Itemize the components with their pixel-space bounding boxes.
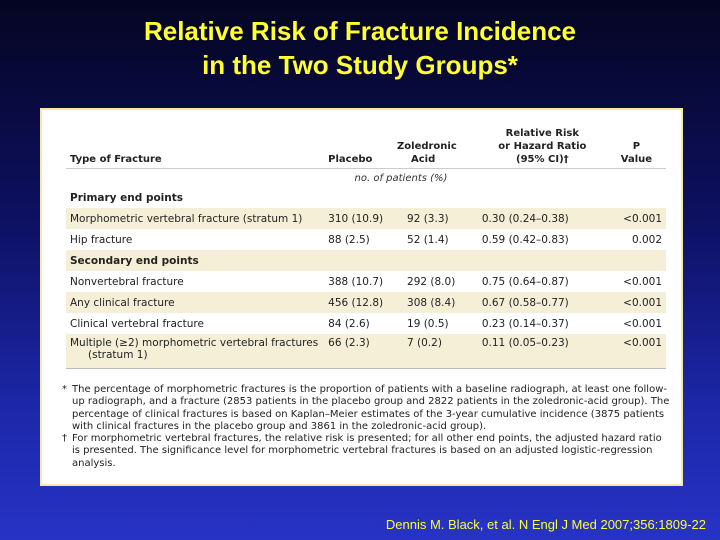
footnote-dagger-text: For morphometric vertebral fractures, th…	[72, 433, 662, 469]
table-header-row: Type of Fracture Placebo Zoledronic Acid…	[66, 120, 666, 169]
cell-zoledronic: 292 (8.0)	[407, 275, 456, 288]
cell-relative-risk: 0.67 (0.58–0.77)	[477, 292, 607, 313]
header-p-line-2: Value	[620, 154, 653, 165]
cell-type: Clinical vertebral fracture	[70, 317, 204, 330]
cell-type-line-2: (stratum 1)	[88, 349, 148, 361]
footnote-dagger-mark: †	[62, 433, 67, 445]
cell-p-value: <0.001	[606, 208, 666, 229]
citation-credit: Dennis M. Black, et al. N Engl J Med 200…	[385, 517, 706, 532]
cell-zoledronic: 92 (3.3)	[393, 208, 478, 229]
cell-placebo: 456 (12.8)	[324, 292, 394, 313]
units-label: no. of patients (%)	[354, 172, 448, 184]
header-relative-risk: Relative Risk or Hazard Ratio (95% CI)†	[477, 120, 607, 169]
cell-relative-risk: 0.59 (0.42–0.83)	[481, 233, 569, 246]
table-row: Morphometric vertebral fracture (stratum…	[66, 208, 666, 229]
header-rr-line-3: (95% CI)†	[516, 154, 569, 165]
header-zoledronic-line-2: Acid	[411, 154, 436, 165]
header-zoledronic: Zoledronic Acid	[393, 120, 478, 169]
cell-placebo: 388 (10.7)	[328, 275, 384, 288]
table-row: Multiple (≥2) morphometric vertebral fra…	[66, 334, 666, 369]
table-row: Clinical vertebral fracture 84 (2.6) 19 …	[66, 313, 666, 334]
section-primary: Primary end points	[66, 187, 666, 208]
slide-title: Relative Risk of Fracture Incidence in t…	[0, 14, 720, 82]
cell-zoledronic: 308 (8.4)	[393, 292, 478, 313]
footnote-star-text: The percentage of morphometric fractures…	[72, 384, 670, 432]
header-rr-line-1: Relative Risk	[505, 128, 580, 139]
cell-zoledronic: 52 (1.4)	[407, 233, 449, 246]
footnote-star: * The percentage of morphometric fractur…	[62, 384, 670, 433]
cell-type-line-1: Multiple (≥2) morphometric vertebral fra…	[70, 337, 319, 349]
cell-placebo: 310 (10.9)	[324, 208, 394, 229]
header-zoledronic-line-1: Zoledronic	[397, 141, 457, 152]
header-rr-line-2: or Hazard Ratio	[498, 141, 587, 152]
cell-relative-risk: 0.75 (0.64–0.87)	[481, 275, 569, 288]
cell-placebo: 88 (2.5)	[328, 233, 370, 246]
footnotes: * The percentage of morphometric fractur…	[62, 384, 670, 470]
header-p-value: P Value	[606, 120, 666, 169]
cell-placebo: 84 (2.6)	[328, 317, 370, 330]
cell-p-value: <0.001	[606, 292, 666, 313]
title-line-2: in the Two Study Groups*	[202, 50, 518, 80]
cell-zoledronic: 7 (0.2)	[393, 334, 478, 369]
section-secondary: Secondary end points	[66, 250, 666, 271]
header-p-line-1: P	[632, 141, 641, 152]
cell-p-value: <0.001	[606, 334, 666, 369]
cell-type: Any clinical fracture	[66, 292, 325, 313]
cell-relative-risk: 0.30 (0.24–0.38)	[477, 208, 607, 229]
cell-relative-risk: 0.23 (0.14–0.37)	[481, 317, 569, 330]
cell-zoledronic: 19 (0.5)	[407, 317, 449, 330]
cell-p-value: <0.001	[623, 317, 662, 330]
cell-type: Morphometric vertebral fracture (stratum…	[66, 208, 325, 229]
fracture-table: Type of Fracture Placebo Zoledronic Acid…	[66, 120, 666, 369]
cell-type: Nonvertebral fracture	[70, 275, 184, 288]
section-secondary-label: Secondary end points	[66, 250, 666, 271]
cell-relative-risk: 0.11 (0.05–0.23)	[477, 334, 607, 369]
cell-placebo: 66 (2.3)	[324, 334, 394, 369]
table-panel: Type of Fracture Placebo Zoledronic Acid…	[40, 108, 683, 486]
section-primary-label: Primary end points	[70, 191, 184, 204]
cell-type: Hip fracture	[70, 233, 133, 246]
table-row: Any clinical fracture 456 (12.8) 308 (8.…	[66, 292, 666, 313]
footnote-dagger: † For morphometric vertebral fractures, …	[62, 433, 670, 470]
header-placebo: Placebo	[324, 120, 394, 169]
table-row: Nonvertebral fracture 388 (10.7) 292 (8.…	[66, 271, 666, 292]
table-row: Hip fracture 88 (2.5) 52 (1.4) 0.59 (0.4…	[66, 229, 666, 250]
header-type: Type of Fracture	[66, 120, 325, 169]
footnote-star-mark: *	[62, 384, 67, 395]
cell-type: Multiple (≥2) morphometric vertebral fra…	[66, 334, 325, 369]
cell-p-value: <0.001	[623, 275, 662, 288]
cell-p-value: 0.002	[631, 233, 662, 246]
units-row: no. of patients (%)	[66, 169, 666, 188]
title-line-1: Relative Risk of Fracture Incidence	[143, 16, 577, 46]
footnote-divider	[66, 368, 666, 369]
